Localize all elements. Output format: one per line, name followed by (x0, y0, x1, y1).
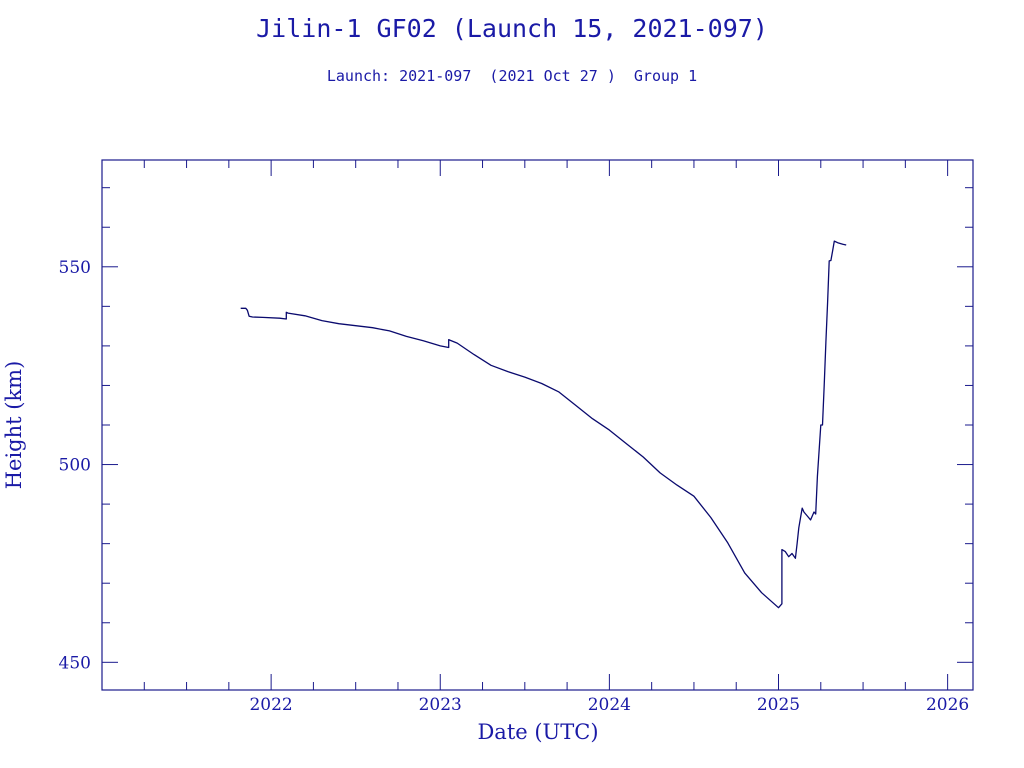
series-line (240, 240, 847, 609)
chart-title: Jilin-1 GF02 (Launch 15, 2021-097) (256, 14, 768, 43)
y-axis-title: Height (km) (2, 361, 26, 490)
x-axis-title: Date (UTC) (477, 720, 598, 744)
plot-frame (101, 159, 974, 691)
axis-ticks (101, 160, 973, 690)
x-tick-label: 2025 (757, 695, 800, 715)
x-tick-label: 2024 (588, 695, 631, 715)
y-tick-label: 550 (59, 258, 91, 278)
x-tick-label: 2022 (249, 695, 292, 715)
y-tick-label: 500 (59, 456, 91, 476)
y-tick-label: 450 (59, 653, 91, 673)
x-tick-label: 2026 (926, 695, 969, 715)
chart-subtitle: Launch: 2021-097 (2021 Oct 27 ) Group 1 (327, 67, 697, 85)
x-tick-label: 2023 (419, 695, 462, 715)
axis-tick-labels: 2022 2023 2024 2025 2026 450 500 550 (59, 258, 970, 715)
